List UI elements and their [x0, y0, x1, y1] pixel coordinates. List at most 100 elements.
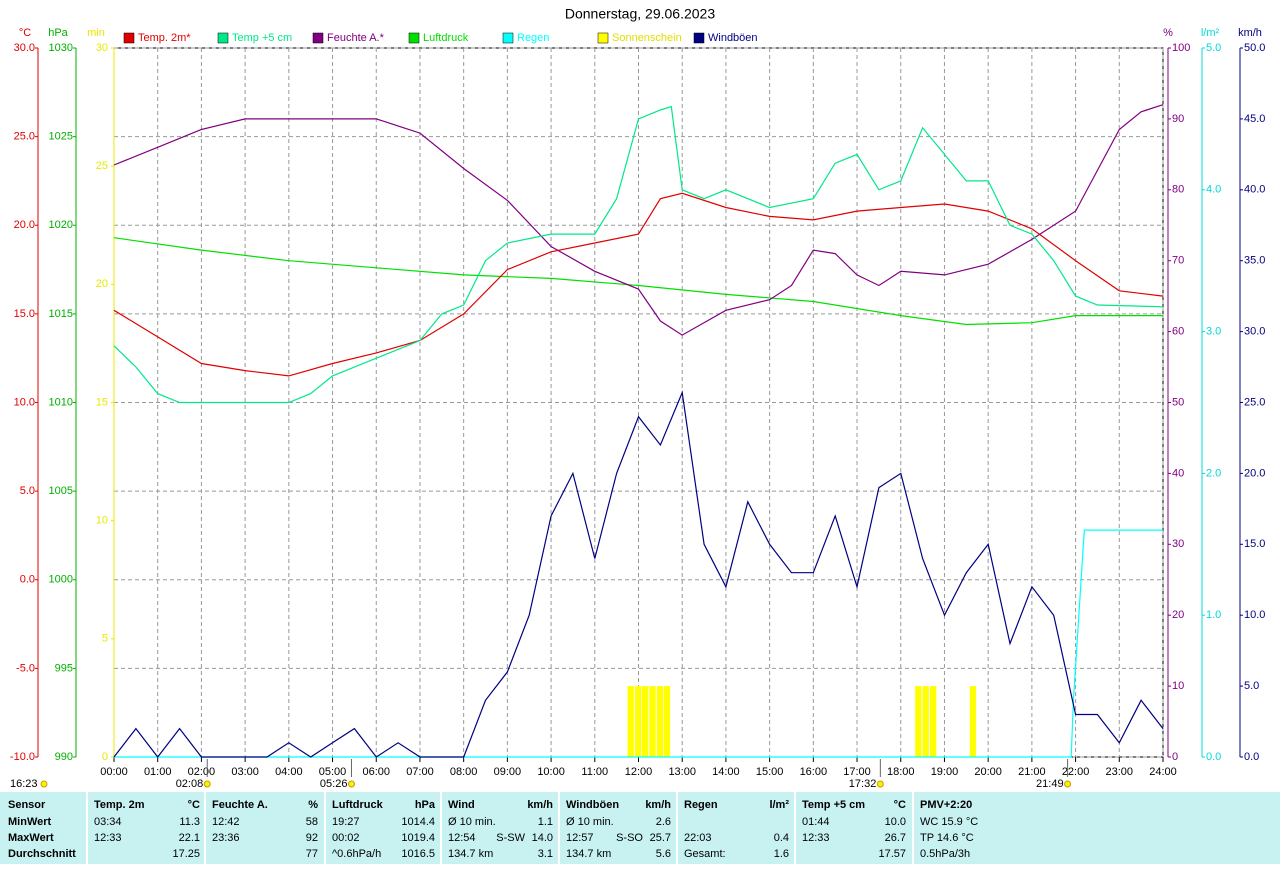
y-tick-label: 20	[1172, 609, 1184, 621]
table-cell: 134.7 km	[448, 848, 493, 860]
table-cell: %	[308, 799, 318, 811]
sunshine-bar	[663, 686, 671, 757]
x-tick-label: 09:00	[494, 766, 522, 778]
axis-unit: l/m²	[1201, 27, 1220, 39]
y-tick-label: 20	[96, 278, 108, 290]
x-tick-label: 23:00	[1106, 766, 1134, 778]
x-tick-label: 05:00	[319, 766, 347, 778]
series-line	[113, 192, 1164, 377]
table-cell: WC 15.9 °C	[920, 816, 978, 828]
y-tick-label: 60	[1172, 326, 1184, 338]
table-cell: Temp +5 cm	[802, 799, 865, 811]
y-tick-label: 30.0	[1244, 326, 1265, 338]
y-tick-label: 0.0	[20, 574, 35, 586]
table-cell: 23:36	[212, 832, 240, 844]
table-cell: 12:33	[94, 832, 122, 844]
y-tick-label: 25.0	[14, 131, 35, 143]
y-tick-label: 30	[1172, 538, 1184, 550]
y-tick-label: 70	[1172, 255, 1184, 267]
table-cell: 1014.4	[401, 816, 435, 828]
legend-swatch	[693, 32, 705, 44]
y-tick-label: 45.0	[1244, 113, 1265, 125]
y-tick-label: 0.0	[1244, 751, 1259, 763]
table-cell: 17.57	[878, 848, 906, 860]
x-tick-label: 06:00	[362, 766, 390, 778]
y-tick-label: 10	[1172, 680, 1184, 692]
table-cell: 11.3	[179, 816, 200, 828]
table-cell: MaxWert	[8, 832, 54, 844]
y-tick-label: 3.0	[1206, 326, 1221, 338]
legend-label: Regen	[517, 32, 549, 44]
table-cell: 26.7	[885, 832, 906, 844]
table-cell: 5.6	[656, 848, 671, 860]
y-tick-label: 5.0	[1206, 42, 1221, 54]
table-cell: 77	[306, 848, 318, 860]
table-cell: hPa	[415, 799, 436, 811]
legend-swatch	[502, 32, 514, 44]
table-cell: Regen	[684, 799, 718, 811]
table-cell: 17.25	[172, 848, 200, 860]
table-cell: 12:54	[448, 832, 476, 844]
table-cell: Sensor	[8, 799, 46, 811]
table-cell: °C	[188, 799, 200, 811]
series-line	[113, 104, 1164, 336]
y-tick-label: 5.0	[1244, 680, 1259, 692]
legend-swatch	[217, 32, 229, 44]
y-tick-label: 4.0	[1206, 184, 1221, 196]
table-cell: 92	[306, 832, 318, 844]
table-cell: 10.0	[885, 816, 906, 828]
table-cell: 58	[306, 816, 318, 828]
y-tick-label: 40	[1172, 467, 1184, 479]
legend-label: Windböen	[708, 32, 758, 44]
table-cell: °C	[894, 799, 906, 811]
table-cell: S-SO	[616, 832, 643, 844]
legend-swatch	[123, 32, 135, 44]
table-cell: 22:03	[684, 832, 712, 844]
table-cell: Luftdruck	[332, 799, 384, 811]
x-tick-label: 24:00	[1149, 766, 1177, 778]
y-tick-label: 10.0	[14, 396, 35, 408]
legend-swatch	[597, 32, 609, 44]
legend-label: Temp. 2m*	[138, 32, 191, 44]
table-cell: 1019.4	[401, 832, 435, 844]
table-cell: Windböen	[566, 799, 619, 811]
table-cell: 1.1	[538, 816, 553, 828]
legend-swatch	[312, 32, 324, 44]
series-line	[113, 237, 1163, 326]
y-tick-label: 100	[1172, 42, 1190, 54]
table-cell: 12:33	[802, 832, 830, 844]
y-tick-label: -5.0	[16, 662, 35, 674]
table-cell: Feuchte A.	[212, 799, 268, 811]
corner-label: 16:23	[10, 778, 38, 790]
annotation-label: 17:32	[849, 778, 877, 790]
y-tick-label: 90	[1172, 113, 1184, 125]
legend-label: Temp +5 cm	[232, 32, 292, 44]
y-tick-label: 40.0	[1244, 184, 1265, 196]
table-cell: km/h	[527, 799, 553, 811]
x-tick-label: 10:00	[537, 766, 565, 778]
y-tick-label: 15.0	[14, 308, 35, 320]
y-tick-label: 15.0	[1244, 538, 1265, 550]
y-tick-label: 1020	[49, 219, 73, 231]
x-tick-label: 01:00	[144, 766, 172, 778]
y-tick-label: 995	[55, 662, 73, 674]
x-tick-label: 13:00	[668, 766, 696, 778]
axis-unit: km/h	[1238, 27, 1262, 39]
x-tick-label: 17:00	[843, 766, 871, 778]
x-tick-label: 04:00	[275, 766, 303, 778]
table-cell: 03:34	[94, 816, 122, 828]
table-cell: 12:42	[212, 816, 240, 828]
y-tick-label: 1030	[49, 42, 73, 54]
y-tick-label: 1.0	[1206, 609, 1221, 621]
x-tick-label: 21:00	[1018, 766, 1046, 778]
y-tick-label: 1025	[49, 131, 73, 143]
x-tick-label: 00:00	[100, 766, 128, 778]
stats-background	[0, 792, 1280, 864]
axis-unit: min	[87, 27, 105, 39]
sunshine-bar	[915, 686, 922, 757]
sunshine-bar	[922, 686, 929, 757]
x-tick-label: 15:00	[756, 766, 784, 778]
legend-swatch	[408, 32, 420, 44]
y-tick-label: 20.0	[14, 219, 35, 231]
y-tick-label: 1000	[49, 574, 73, 586]
